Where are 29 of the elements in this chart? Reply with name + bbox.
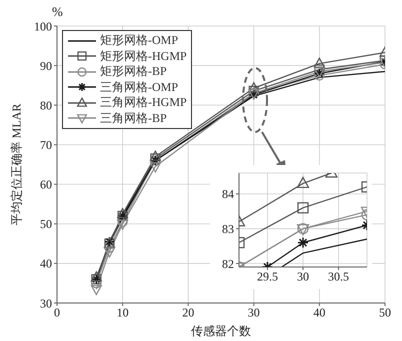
x-tick-label: 29.5 [256, 270, 278, 284]
y-tick-label: 60 [40, 178, 52, 192]
x-tick-label: 50 [379, 306, 391, 320]
x-tick-label: 40 [313, 306, 326, 320]
y-tick-label: 82 [222, 256, 234, 271]
x-tick-label: 20 [182, 306, 194, 320]
y-tick-label: 83 [222, 222, 234, 236]
y-tick-label: 80 [40, 98, 52, 112]
legend-label: 矩形网格-OMP [100, 32, 178, 50]
x-axis-title: 传感器个数 [191, 324, 251, 338]
x-tick-label: 10 [116, 306, 129, 320]
y-tick-label: 90 [40, 58, 52, 73]
x-tick-label: 30 [248, 306, 260, 320]
y-tick-label: 70 [40, 138, 52, 152]
legend-label: 三角网格-HGMP [100, 94, 187, 112]
y-tick-label: 84 [222, 187, 234, 202]
x-tick-label: 30.5 [328, 270, 350, 284]
y-tick-label: 100 [34, 19, 52, 34]
legend-label: 三角网格-BP [100, 110, 167, 127]
y-tick-label: 30 [40, 296, 52, 310]
text: % [52, 4, 63, 20]
y-tick-label: 40 [40, 256, 52, 271]
y-tick-label: 50 [40, 217, 52, 232]
y-axis-title: 平均定位正确率 MLAR [9, 104, 24, 226]
legend-label: 三角网格-OMP [100, 78, 178, 96]
x-tick-label: 0 [54, 306, 60, 320]
legend-label: 矩形网格-HGMP [100, 48, 187, 65]
legend-label: 矩形网格-BP [100, 63, 167, 80]
x-tick-label: 30 [297, 270, 309, 284]
